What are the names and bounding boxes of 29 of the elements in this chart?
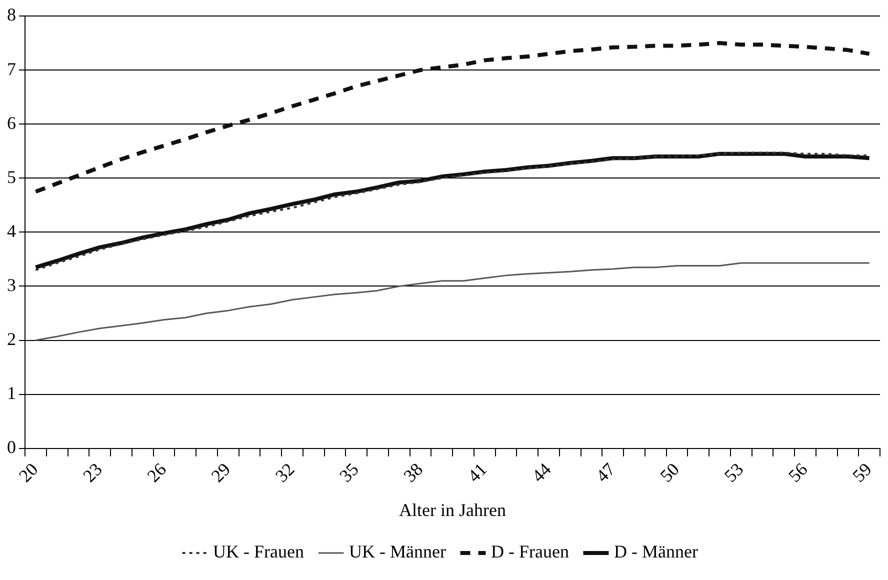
legend-label: UK - Frauen (213, 542, 304, 562)
x-tick-label: 56 (784, 459, 812, 486)
x-tick-label: 53 (720, 459, 748, 486)
x-tick-label: 47 (592, 459, 619, 486)
y-tick-label: 3 (7, 274, 16, 295)
x-tick-label: 38 (400, 459, 427, 486)
y-tick-label: 0 (7, 437, 16, 458)
y-tick-label: 6 (7, 112, 16, 133)
y-tick-label: 2 (7, 329, 16, 350)
x-tick-label: 29 (207, 459, 234, 486)
legend-label: D - Männer (614, 542, 698, 562)
x-tick-label: 41 (464, 459, 491, 486)
x-tick-label: 32 (271, 459, 298, 486)
x-tick-label: 59 (848, 459, 876, 486)
y-tick-label: 7 (7, 58, 16, 79)
x-tick-label: 20 (14, 459, 42, 486)
x-tick-label: 35 (336, 459, 362, 486)
y-tick-label: 8 (7, 4, 16, 25)
y-tick-label: 1 (7, 383, 16, 404)
y-tick-label: 4 (7, 220, 16, 241)
y-tick-label: 5 (7, 166, 16, 187)
x-tick-label: 44 (528, 459, 555, 486)
x-tick-label: 23 (79, 459, 106, 486)
line-series (34, 41, 872, 194)
x-tick-label: 26 (143, 459, 170, 486)
legend-label: D - Frauen (491, 542, 569, 562)
legend-label: UK - Männer (349, 542, 446, 562)
x-tick-label: 50 (656, 459, 684, 486)
x-axis-title: Alter in Jahren (399, 500, 506, 520)
